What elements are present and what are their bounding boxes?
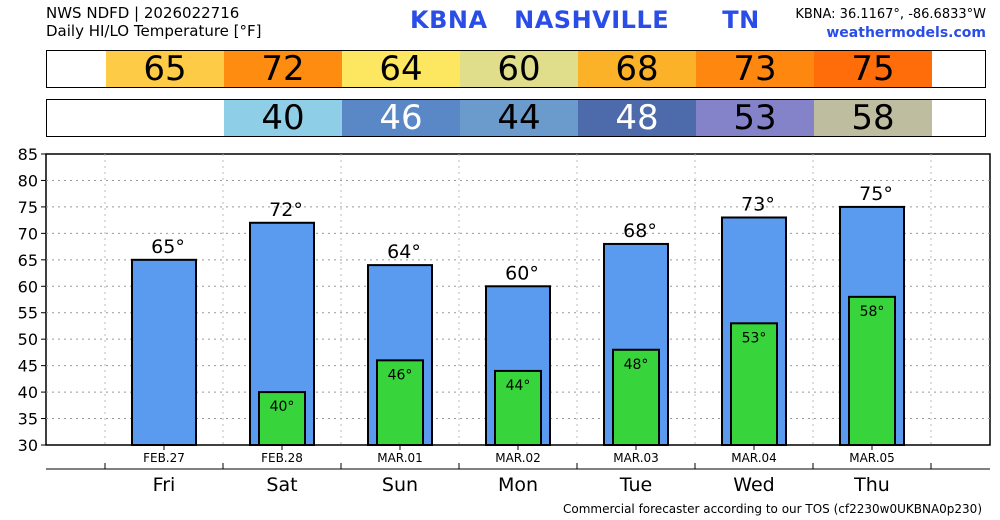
high-temp-cell: 68 — [578, 51, 696, 87]
day-label: Mon — [498, 474, 538, 496]
product-subtitle: Daily HI/LO Temperature [°F] — [46, 22, 262, 40]
y-tick-label: 80 — [18, 171, 38, 190]
low-label: 40° — [270, 399, 295, 415]
station-title: KBNA NASHVILLE TN — [410, 6, 760, 34]
y-tick-label: 70 — [18, 224, 38, 243]
day-label: Tue — [619, 474, 652, 496]
y-tick-label: 30 — [18, 436, 38, 455]
y-tick-label: 60 — [18, 277, 38, 296]
day-label: Sun — [382, 474, 418, 496]
low-label: 58° — [860, 304, 885, 320]
product-header: NWS NDFD | 2026022716 Daily HI/LO Temper… — [46, 4, 262, 40]
low-bar — [730, 322, 778, 447]
low-label: 44° — [506, 378, 531, 394]
y-tick-label: 55 — [18, 304, 38, 323]
high-temp-cell: 65 — [106, 51, 224, 87]
product-line: NWS NDFD | 2026022716 — [46, 4, 240, 22]
site-link[interactable]: weathermodels.com — [826, 25, 986, 41]
low-bar — [494, 369, 542, 446]
high-temp-cell: 64 — [342, 51, 460, 87]
high-label: 75° — [859, 183, 893, 205]
high-label: 64° — [387, 241, 421, 263]
location-info: KBNA: 36.1167°, -86.6833°W weathermodels… — [795, 6, 986, 42]
low-bar — [376, 359, 424, 447]
coordinates: KBNA: 36.1167°, -86.6833°W — [795, 7, 986, 22]
high-temp-cell: 72 — [224, 51, 342, 87]
low-temp-cell: 58 — [814, 100, 932, 136]
date-label: MAR.04 — [731, 451, 777, 465]
y-tick-label: 35 — [18, 410, 38, 429]
low-label: 46° — [388, 367, 413, 383]
high-temp-cell: 60 — [460, 51, 578, 87]
y-tick-label: 40 — [18, 383, 38, 402]
high-label: 68° — [623, 220, 657, 242]
low-temp-cell — [106, 100, 224, 136]
low-bar — [612, 348, 660, 447]
y-tick-label: 85 — [18, 145, 38, 164]
day-label: Thu — [853, 474, 890, 496]
date-label: FEB.28 — [261, 451, 303, 465]
date-label: MAR.03 — [613, 451, 659, 465]
high-temp-cell: 75 — [814, 51, 932, 87]
high-label: 60° — [505, 262, 539, 284]
temperature-chart: 30 35 40 45 50 55 60 65 70 75 80 85 65° FEB.27 Fri 72° 4… — [18, 145, 991, 496]
low-temp-strip: 40 46 44 48 53 58 — [46, 99, 986, 137]
date-label: MAR.01 — [377, 451, 423, 465]
y-tick-label: 50 — [18, 330, 38, 349]
low-temp-cell: 44 — [460, 100, 578, 136]
low-temp-cell: 40 — [224, 100, 342, 136]
low-temp-cell: 53 — [696, 100, 814, 136]
low-temp-cell: 48 — [578, 100, 696, 136]
low-temp-cell: 46 — [342, 100, 460, 136]
high-bar — [131, 258, 197, 447]
date-label: FEB.27 — [143, 451, 185, 465]
low-label: 53° — [742, 330, 767, 346]
high-label: 72° — [269, 199, 303, 221]
low-label: 48° — [624, 357, 649, 373]
high-temp-cell: 73 — [696, 51, 814, 87]
high-label: 73° — [741, 193, 775, 215]
date-label: MAR.05 — [849, 451, 895, 465]
high-temp-strip: 65 72 64 60 68 73 75 — [46, 50, 986, 88]
day-label: Fri — [153, 474, 176, 496]
y-tick-label: 45 — [18, 357, 38, 376]
day-label: Wed — [733, 474, 774, 496]
date-label: MAR.02 — [495, 451, 541, 465]
footer-note: Commercial forecaster according to our T… — [562, 502, 982, 516]
y-tick-label: 65 — [18, 251, 38, 270]
y-tick-label: 75 — [18, 198, 38, 217]
low-bar — [848, 295, 896, 446]
high-label: 65° — [151, 236, 185, 258]
day-label: Sat — [266, 474, 297, 496]
